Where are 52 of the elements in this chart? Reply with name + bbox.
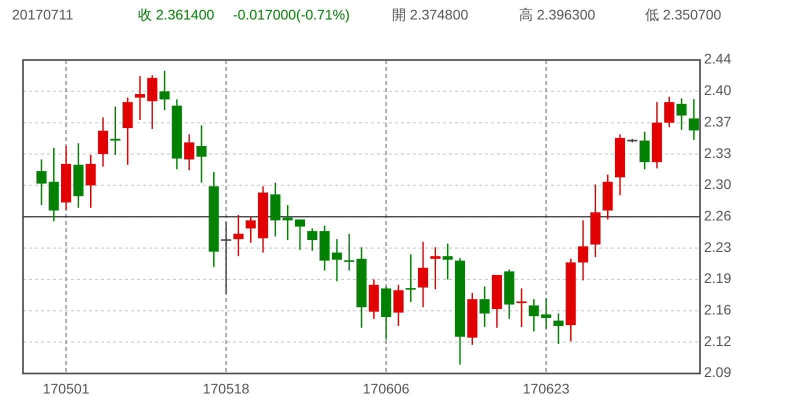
- annotation: 收 2.361400: [138, 6, 214, 23]
- candlestick: [430, 246, 440, 290]
- y-tick-label: 2.16: [704, 302, 732, 318]
- candlestick: [688, 98, 699, 141]
- candlestick: [344, 233, 354, 272]
- candlestick: [676, 98, 687, 131]
- y-tick-label: 2.33: [704, 144, 732, 161]
- y-tick-label: 2.44: [704, 50, 732, 67]
- candlestick: [246, 216, 256, 244]
- candlestick: [134, 75, 145, 121]
- y-tick-label: 2.37: [704, 113, 732, 130]
- candlestick: [541, 298, 552, 330]
- y-tick-label: 2.23: [704, 238, 732, 255]
- x-tick-label: 170623: [522, 380, 570, 397]
- x-tick-label: 170606: [362, 380, 410, 397]
- candlestick: [307, 228, 318, 252]
- candlestick: [528, 298, 539, 332]
- candlestick: [553, 312, 564, 345]
- candlestick: [640, 130, 650, 170]
- candlestick: [578, 220, 588, 282]
- candlestick: [406, 254, 416, 303]
- candlestick: [196, 124, 207, 184]
- candlestick: [160, 70, 170, 111]
- y-tick-label: 2.30: [704, 176, 732, 192]
- candlestick: [332, 238, 342, 282]
- candlestick: [147, 74, 158, 130]
- candlestick: [98, 116, 108, 168]
- candlestick: [36, 158, 47, 206]
- candlestick: [294, 218, 305, 251]
- y-tick-label: 2.19: [704, 270, 732, 286]
- x-tick-label: 170518: [202, 380, 250, 397]
- candlestick: [442, 242, 453, 280]
- candlestick: [516, 288, 527, 328]
- candlestick: [418, 241, 428, 308]
- annotation: -0.017000(-0.71%): [233, 6, 350, 23]
- y-tick-label: 2.26: [704, 207, 732, 224]
- candlestick: [393, 284, 404, 327]
- y-tick-label: 2.12: [704, 332, 732, 349]
- candlestick: [664, 96, 674, 128]
- title: 20170711: [12, 6, 74, 23]
- candlestick: [86, 154, 96, 208]
- y-tick-label: 2.09: [704, 364, 732, 380]
- candlestick: [184, 134, 194, 171]
- annotation: 高 2.396300: [519, 6, 596, 23]
- candlestick: [233, 214, 244, 257]
- candlestick: [282, 204, 293, 241]
- y-tick-label: 2.40: [704, 82, 732, 98]
- candlestick: [480, 286, 490, 328]
- annotation: 低 2.350700: [645, 6, 722, 23]
- candlestick: [221, 221, 232, 294]
- annotation: 開 2.374800: [392, 6, 468, 23]
- x-tick-label: 170501: [42, 380, 90, 397]
